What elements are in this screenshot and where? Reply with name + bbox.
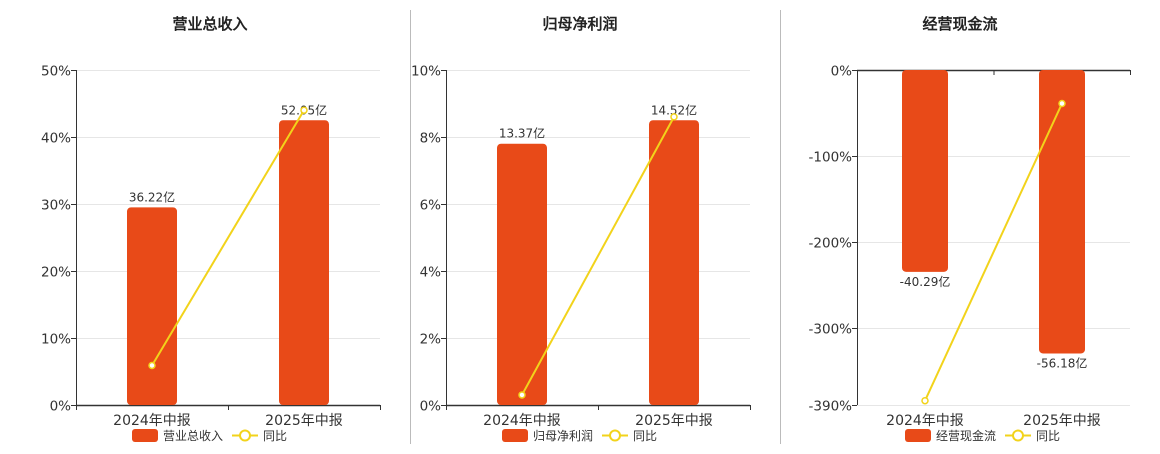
y-tick-label: 10% xyxy=(411,64,441,80)
legend-line-marker xyxy=(239,429,251,442)
x-tick-label: 2025年中报 xyxy=(635,413,713,429)
x-tick-label: 2024年中报 xyxy=(483,413,561,429)
bar-2025年中报 xyxy=(279,120,329,405)
yoy-point xyxy=(300,106,308,114)
y-tick-label: 0% xyxy=(50,399,72,415)
x-tick-label: 2025年中报 xyxy=(265,413,343,429)
bar-data-label: 36.22亿 xyxy=(129,189,175,204)
yoy-point xyxy=(1058,99,1066,108)
chart-panel-2: 归母净利润 0% 2% 4% 6% 8% 10% 13.37亿 14.52亿 2024年中报 202… xyxy=(411,15,751,443)
y-tick-label: -300% xyxy=(809,322,853,338)
x-tick-label: 2024年中报 xyxy=(886,413,964,429)
legend-line-marker xyxy=(1012,429,1024,442)
yoy-line xyxy=(521,116,675,396)
legend-bar-swatch xyxy=(132,429,158,442)
bar-data-label: 14.52亿 xyxy=(651,102,697,117)
legend-line-label: 同比 xyxy=(263,429,287,443)
bar-2024年中报 xyxy=(902,70,948,272)
bar-data-label: -40.29亿 xyxy=(900,274,951,289)
bar-2025年中报 xyxy=(649,120,699,405)
y-tick-label: -100% xyxy=(809,150,853,166)
chart-title: 营业总收入 xyxy=(172,15,247,33)
y-tick-label: -390% xyxy=(809,399,853,415)
legend-line-label: 同比 xyxy=(633,429,657,443)
x-tick-label: 2024年中报 xyxy=(113,413,191,429)
chart-title: 归母净利润 xyxy=(542,15,617,33)
y-tick-label: 4% xyxy=(420,265,442,281)
legend-bar-label: 营业总收入 xyxy=(163,429,223,443)
chart-panel-1: 营业总收入0%10%20%30%40%50%36.22亿52.05亿2024年中… xyxy=(41,15,381,443)
yoy-line xyxy=(151,109,305,366)
yoy-line xyxy=(924,103,1063,402)
yoy-point xyxy=(518,391,526,399)
bar-2024年中报 xyxy=(497,143,547,405)
legend-bar-swatch xyxy=(905,429,931,442)
chart-panel-3: 经营现金流 0% -100% -200% -300% -390% -40.29亿 -56.18… xyxy=(809,15,1131,443)
legend-bar-label: 归母净利润 xyxy=(533,429,593,443)
legend-bar-label: 经营现金流 xyxy=(936,428,996,443)
legend-line-label: 同比 xyxy=(1036,429,1060,443)
y-tick-label: 30% xyxy=(41,198,71,214)
y-tick-label: 50% xyxy=(41,64,71,80)
y-tick-label: 0% xyxy=(831,64,853,80)
legend-line-marker xyxy=(609,429,621,442)
bar-data-label: 13.37亿 xyxy=(499,126,545,141)
bar-data-label: -56.18亿 xyxy=(1037,355,1088,370)
x-tick-label: 2025年中报 xyxy=(1023,413,1101,429)
y-tick-label: 10% xyxy=(41,332,71,348)
yoy-point xyxy=(921,396,929,405)
yoy-point xyxy=(148,361,156,370)
y-tick-label: 40% xyxy=(41,131,71,147)
y-tick-label: 0% xyxy=(420,399,442,415)
y-tick-label: 20% xyxy=(41,265,71,281)
y-tick-label: 6% xyxy=(420,198,442,214)
y-tick-label: 2% xyxy=(420,332,442,348)
legend-bar-swatch xyxy=(502,429,528,442)
yoy-point xyxy=(670,113,678,121)
y-tick-label: -200% xyxy=(809,236,853,252)
bar-2024年中报 xyxy=(127,207,177,405)
bar-2025年中报 xyxy=(1039,70,1085,354)
y-tick-label: 8% xyxy=(420,131,442,147)
chart-title: 经营现金流 xyxy=(922,15,997,33)
